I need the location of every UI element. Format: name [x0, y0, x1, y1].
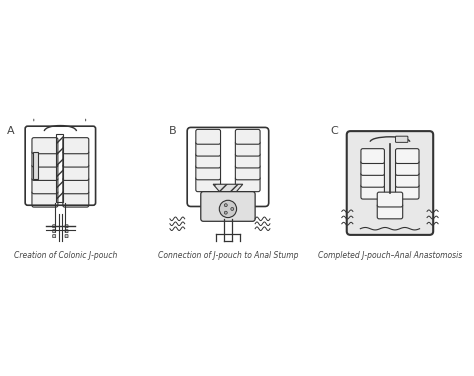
Circle shape [224, 204, 227, 207]
FancyBboxPatch shape [63, 164, 89, 180]
Text: A: A [7, 126, 14, 136]
Bar [33, 152, 37, 179]
FancyBboxPatch shape [53, 225, 55, 228]
FancyBboxPatch shape [32, 178, 58, 194]
FancyBboxPatch shape [201, 192, 255, 221]
FancyBboxPatch shape [32, 151, 58, 167]
FancyBboxPatch shape [377, 192, 403, 207]
Circle shape [231, 208, 234, 211]
FancyBboxPatch shape [361, 149, 384, 164]
Text: Completed J-pouch–Anal Anastomosis: Completed J-pouch–Anal Anastomosis [318, 251, 462, 260]
Text: C: C [331, 126, 338, 136]
FancyBboxPatch shape [361, 172, 384, 187]
FancyBboxPatch shape [395, 172, 419, 187]
FancyBboxPatch shape [65, 230, 68, 233]
FancyBboxPatch shape [63, 191, 89, 207]
FancyBboxPatch shape [65, 235, 68, 238]
Text: Creation of Colonic J-pouch: Creation of Colonic J-pouch [14, 251, 118, 260]
FancyBboxPatch shape [236, 153, 260, 168]
Polygon shape [213, 184, 243, 202]
FancyBboxPatch shape [361, 184, 384, 199]
FancyBboxPatch shape [196, 165, 220, 180]
FancyBboxPatch shape [196, 129, 220, 144]
FancyBboxPatch shape [377, 204, 403, 219]
FancyBboxPatch shape [63, 178, 89, 194]
FancyBboxPatch shape [395, 149, 419, 164]
FancyBboxPatch shape [347, 131, 433, 235]
FancyBboxPatch shape [236, 141, 260, 156]
Text: B: B [169, 126, 176, 136]
FancyBboxPatch shape [196, 153, 220, 168]
Circle shape [219, 200, 237, 218]
Circle shape [224, 211, 227, 214]
FancyBboxPatch shape [63, 138, 89, 154]
FancyBboxPatch shape [395, 184, 419, 199]
FancyBboxPatch shape [65, 225, 68, 228]
FancyBboxPatch shape [236, 165, 260, 180]
FancyBboxPatch shape [361, 161, 384, 175]
FancyBboxPatch shape [32, 191, 58, 207]
FancyBboxPatch shape [196, 141, 220, 156]
FancyBboxPatch shape [53, 235, 55, 238]
FancyBboxPatch shape [32, 138, 58, 154]
FancyBboxPatch shape [53, 230, 55, 233]
Text: Connection of J-pouch to Anal Stump: Connection of J-pouch to Anal Stump [158, 251, 298, 260]
FancyBboxPatch shape [236, 129, 260, 144]
FancyBboxPatch shape [196, 177, 220, 192]
FancyBboxPatch shape [395, 161, 419, 175]
Bar [56, 133, 63, 202]
FancyBboxPatch shape [32, 164, 58, 180]
FancyBboxPatch shape [63, 151, 89, 167]
FancyBboxPatch shape [236, 177, 260, 192]
FancyBboxPatch shape [395, 136, 408, 143]
